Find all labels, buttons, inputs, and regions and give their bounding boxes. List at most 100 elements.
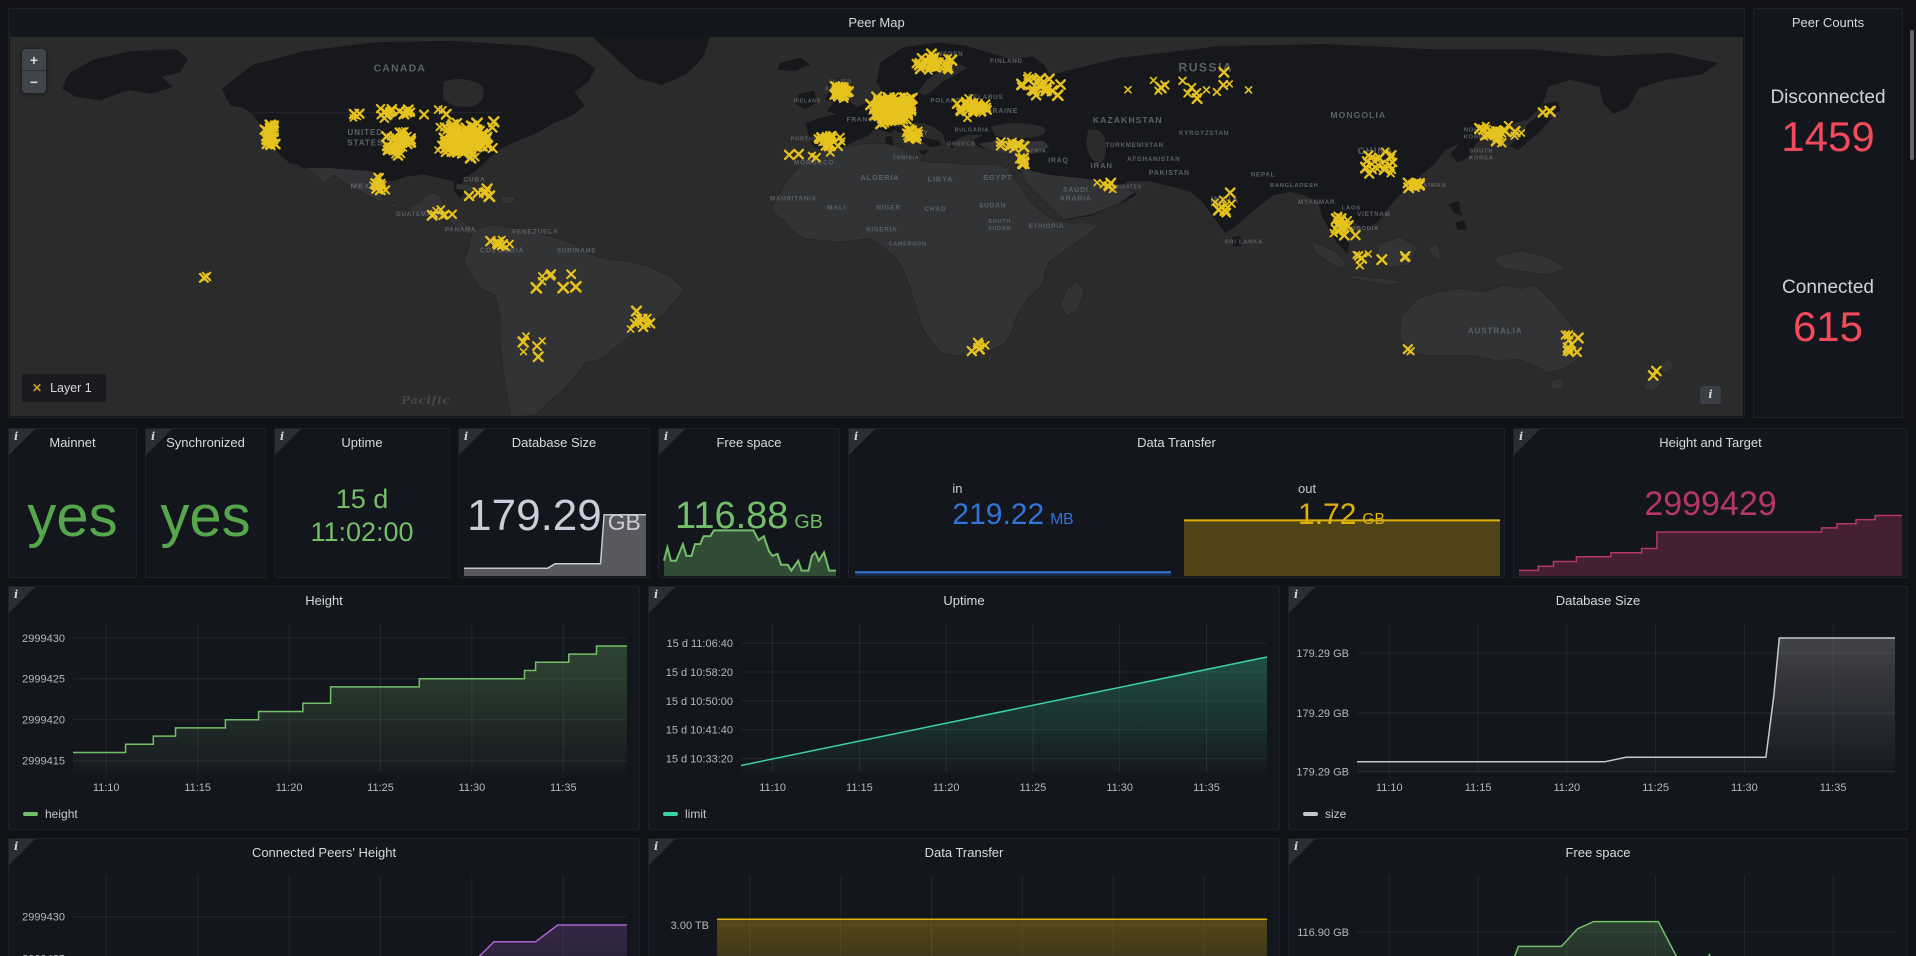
svg-text:RUSSIA: RUSSIA: [1179, 60, 1234, 74]
svg-text:11:30: 11:30: [1106, 782, 1133, 794]
database-size-stat-title[interactable]: Database Size: [511, 435, 597, 450]
free-space-value: 116.88 GB: [675, 494, 823, 537]
legend-item[interactable]: size: [1303, 807, 1346, 821]
data-transfer-in-stat: in 219.22 MB: [849, 481, 1177, 532]
svg-text:CANADA: CANADA: [374, 63, 427, 74]
panel-info-icon[interactable]: i: [9, 839, 35, 865]
map-layer-toggle[interactable]: ✕ Layer 1: [22, 374, 106, 402]
svg-text:MOROCCO: MOROCCO: [794, 159, 835, 166]
svg-text:2999430: 2999430: [22, 912, 65, 924]
out-value: 1.72 GB: [1298, 498, 1385, 531]
free-space-chart-title[interactable]: Free space: [1565, 845, 1631, 860]
legend-item[interactable]: height: [23, 807, 78, 821]
peer-map-canvas[interactable]: CANADA UNITED STATES MEXICO CUBA GUATEMALA PAN…: [10, 37, 1743, 416]
panel-info-icon[interactable]: i: [1514, 429, 1540, 455]
page-scrollbar[interactable]: [1910, 30, 1914, 160]
svg-text:11:20: 11:20: [933, 782, 960, 794]
peer-map-title[interactable]: Peer Map: [848, 15, 905, 30]
svg-text:POLAND: POLAND: [930, 97, 961, 104]
svg-text:BELARUS: BELARUS: [968, 94, 1003, 101]
synchronized-title[interactable]: Synchronized: [166, 435, 245, 450]
map-zoom-out-button[interactable]: −: [22, 71, 46, 93]
svg-text:SYRIA: SYRIA: [1025, 148, 1047, 154]
connected-peers-height-panel: i Connected Peers' Height 29994202999425…: [8, 838, 640, 956]
svg-text:3.00 TB: 3.00 TB: [671, 920, 709, 932]
legend-item[interactable]: limit: [663, 807, 706, 821]
in-value: 219.22 MB: [952, 498, 1074, 531]
height-and-target-title[interactable]: Height and Target: [1659, 435, 1762, 450]
svg-text:TURKMENISTAN: TURKMENISTAN: [1106, 142, 1164, 149]
height-chart-panel: i Height 2999415 2999420 2999425 2999430 11:…: [8, 586, 640, 830]
map-zoom-controls: + −: [22, 49, 46, 93]
svg-text:UKRAINE: UKRAINE: [981, 108, 1018, 115]
svg-text:2999425: 2999425: [22, 953, 65, 956]
svg-text:11:20: 11:20: [1553, 782, 1580, 794]
connected-stat: Connected 615: [1754, 277, 1902, 349]
map-zoom-in-button[interactable]: +: [22, 49, 46, 71]
height-chart-title[interactable]: Height: [305, 593, 343, 608]
svg-text:KOREA: KOREA: [1469, 155, 1494, 161]
connected-peers-height-title[interactable]: Connected Peers' Height: [251, 845, 397, 860]
free-space-stat-title[interactable]: Free space: [716, 435, 782, 450]
svg-text:SAUDI: SAUDI: [1063, 187, 1089, 194]
uptime-stat-panel: i Uptime 15 d 11:02:00: [274, 428, 450, 578]
svg-text:CHINA: CHINA: [1358, 146, 1394, 157]
svg-text:ETHIOPIA: ETHIOPIA: [1029, 223, 1064, 230]
panel-info-icon[interactable]: i: [649, 587, 675, 613]
database-size-chart-title[interactable]: Database Size: [1555, 593, 1641, 608]
svg-text:11:10: 11:10: [1376, 782, 1403, 794]
peer-counts-title[interactable]: Peer Counts: [1791, 15, 1865, 30]
database-size-chart: 179.29 GB 179.29 GB 179.29 GB 11:10 11:15 11:…: [1296, 623, 1895, 794]
panel-info-icon[interactable]: i: [459, 429, 485, 455]
disconnected-value: 1459: [1781, 113, 1875, 160]
svg-text:BULGARIA: BULGARIA: [955, 128, 990, 134]
map-attribution-button[interactable]: i: [1700, 386, 1721, 404]
svg-text:11:35: 11:35: [550, 782, 577, 794]
panel-info-icon[interactable]: i: [849, 429, 875, 455]
uptime-chart-legend: limit: [663, 803, 706, 825]
panel-info-icon[interactable]: i: [275, 429, 301, 455]
svg-text:15 d 10:33:20: 15 d 10:33:20: [666, 754, 733, 766]
panel-info-icon[interactable]: i: [146, 429, 172, 455]
svg-text:MEXICO: MEXICO: [351, 182, 387, 191]
layer-label: Layer 1: [50, 381, 92, 395]
svg-text:CHAD: CHAD: [924, 206, 946, 213]
uptime-chart-title[interactable]: Uptime: [943, 593, 985, 608]
svg-text:11:25: 11:25: [1642, 782, 1669, 794]
peer-marker-group: [198, 48, 1662, 381]
free-space-sparkline: [663, 529, 836, 576]
svg-text:11:15: 11:15: [1465, 782, 1492, 794]
data-transfer-stat-title[interactable]: Data Transfer: [1137, 435, 1216, 450]
svg-text:179.29 GB: 179.29 GB: [1296, 767, 1349, 779]
uptime-stat-title[interactable]: Uptime: [341, 435, 383, 450]
svg-text:IRAQ: IRAQ: [1048, 158, 1069, 165]
height-chart-legend: height: [23, 803, 78, 825]
panel-info-icon[interactable]: i: [1289, 839, 1315, 865]
svg-text:LIBYA: LIBYA: [928, 175, 954, 184]
height-and-target-panel: i Height and Target 2999429: [1513, 428, 1908, 578]
peer-markers-layer: [198, 48, 1662, 381]
data-transfer-in-sparkline: [855, 571, 1171, 576]
svg-text:PANAMA: PANAMA: [445, 227, 476, 234]
svg-text:15 d 10:41:40: 15 d 10:41:40: [666, 725, 733, 737]
data-transfer-chart-title[interactable]: Data Transfer: [924, 845, 1004, 860]
uptime-value: 15 d 11:02:00: [310, 484, 414, 547]
panel-info-icon[interactable]: i: [649, 839, 675, 865]
panel-info-icon[interactable]: i: [1289, 587, 1315, 613]
svg-text:179.29 GB: 179.29 GB: [1296, 708, 1349, 720]
svg-text:15 d 10:58:20: 15 d 10:58:20: [666, 667, 733, 679]
synchronized-panel: i Synchronized yes: [145, 428, 266, 578]
svg-text:11:15: 11:15: [184, 782, 211, 794]
mainnet-title[interactable]: Mainnet: [49, 435, 96, 450]
svg-text:11:35: 11:35: [1193, 782, 1220, 794]
panel-info-icon[interactable]: i: [9, 587, 35, 613]
mainnet-panel: i Mainnet yes: [8, 428, 137, 578]
svg-text:NIGER: NIGER: [876, 204, 901, 211]
svg-text:IRAN: IRAN: [1091, 161, 1113, 170]
in-label: in: [952, 481, 963, 496]
panel-info-icon[interactable]: i: [659, 429, 685, 455]
svg-text:SOUTH: SOUTH: [988, 219, 1011, 225]
panel-info-icon[interactable]: i: [9, 429, 35, 455]
svg-text:15 d 10:50:00: 15 d 10:50:00: [666, 696, 733, 708]
